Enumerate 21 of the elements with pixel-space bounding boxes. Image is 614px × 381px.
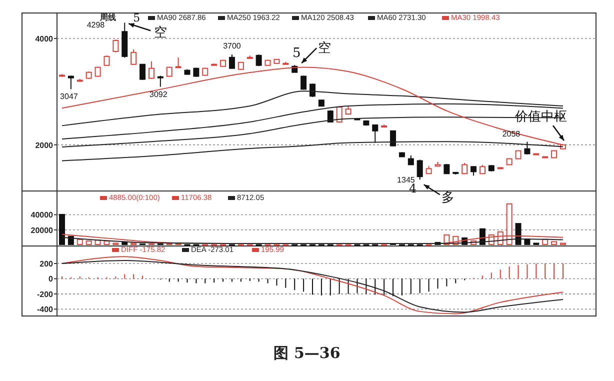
y-tick-label: 2000 bbox=[35, 140, 54, 150]
annotation: 3047 bbox=[60, 92, 78, 102]
annotation: 5 bbox=[133, 12, 140, 25]
annotation: 空 bbox=[318, 41, 332, 56]
y-tick-label: 4000 bbox=[35, 34, 54, 44]
y-tick-label: 20000 bbox=[30, 226, 54, 235]
annotation: 空 bbox=[154, 26, 168, 41]
annotation: 1345 bbox=[397, 176, 416, 185]
y-tick-label: -200 bbox=[36, 290, 54, 299]
caption: 图 5—36 bbox=[274, 344, 340, 362]
annotation: 2058 bbox=[502, 130, 521, 139]
annotation: 3700 bbox=[223, 41, 242, 50]
annotation: 3092 bbox=[150, 90, 168, 99]
y-tick-label: 40000 bbox=[30, 210, 54, 220]
y-tick-label: 0 bbox=[48, 274, 54, 284]
annotation: 多 bbox=[441, 190, 454, 206]
chart-title: 周线 bbox=[99, 13, 116, 22]
y-tick-label: -400 bbox=[36, 305, 54, 314]
y-tick-label: 200 bbox=[40, 260, 54, 268]
annotation: 4298 bbox=[86, 20, 106, 30]
annotation: 5 bbox=[292, 46, 301, 62]
